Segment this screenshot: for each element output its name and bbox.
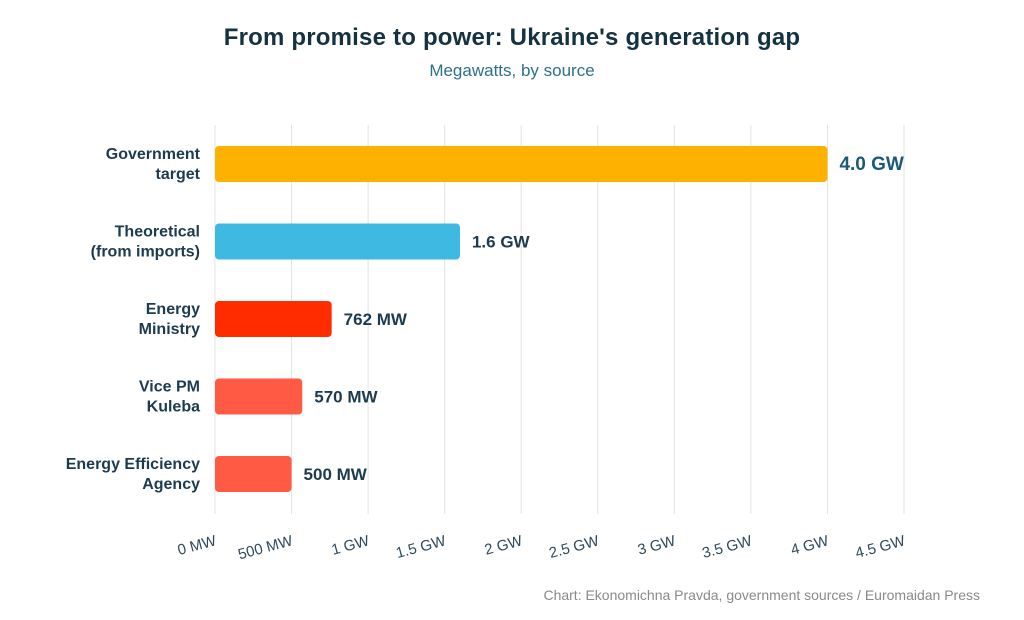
bar (215, 378, 303, 415)
category-label: Vice PM (139, 379, 200, 396)
value-label: 500 MW (304, 465, 368, 484)
category-label: target (156, 166, 201, 183)
category-label: Government (106, 146, 201, 163)
category-label: (from imports) (91, 244, 200, 261)
category-label: Agency (142, 476, 200, 493)
category-label: Theoretical (115, 224, 200, 241)
bar (215, 301, 332, 337)
value-label: 4.0 GW (839, 154, 903, 175)
x-tick-label: 1.5 GW (394, 532, 448, 562)
bar (215, 456, 292, 492)
chart-subtitle: Megawatts, by source (429, 61, 595, 80)
category-label: Ministry (139, 321, 200, 338)
x-tick-label: 500 MW (236, 532, 295, 563)
value-label: 1.6 GW (472, 233, 531, 252)
chart-title: From promise to power: Ukraine's generat… (223, 24, 801, 51)
x-tick-label: 4 GW (789, 532, 831, 559)
bars (215, 146, 828, 492)
x-tick-label: 3.5 GW (700, 532, 754, 562)
category-label: Energy (146, 301, 200, 318)
bar (215, 146, 828, 182)
x-tick-label: 4.5 GW (854, 532, 908, 562)
x-tick-label: 3 GW (636, 532, 678, 559)
value-label: 570 MW (314, 388, 378, 407)
x-axis-tick-labels: 0 MW 500 MW 1 GW 1.5 GW 2 GW 2.5 GW 3 GW 3.5 GW… (176, 532, 908, 563)
value-labels: 4.0 GW 1.6 GW 762 MW 570 MW 500 MW (304, 154, 904, 484)
bar (215, 223, 460, 260)
category-label: Kuleba (147, 399, 200, 416)
category-labels: Government target Theoretical (from imports… (66, 146, 201, 493)
category-label: Energy Efficiency (66, 456, 200, 473)
value-label: 762 MW (344, 310, 408, 329)
x-tick-label: 0 MW (176, 532, 219, 559)
x-tick-label: 2 GW (483, 532, 525, 559)
source-note: Chart: Ekonomichna Pravda, government so… (543, 587, 980, 603)
x-tick-label: 1 GW (330, 532, 372, 559)
x-tick-label: 2.5 GW (547, 532, 601, 562)
